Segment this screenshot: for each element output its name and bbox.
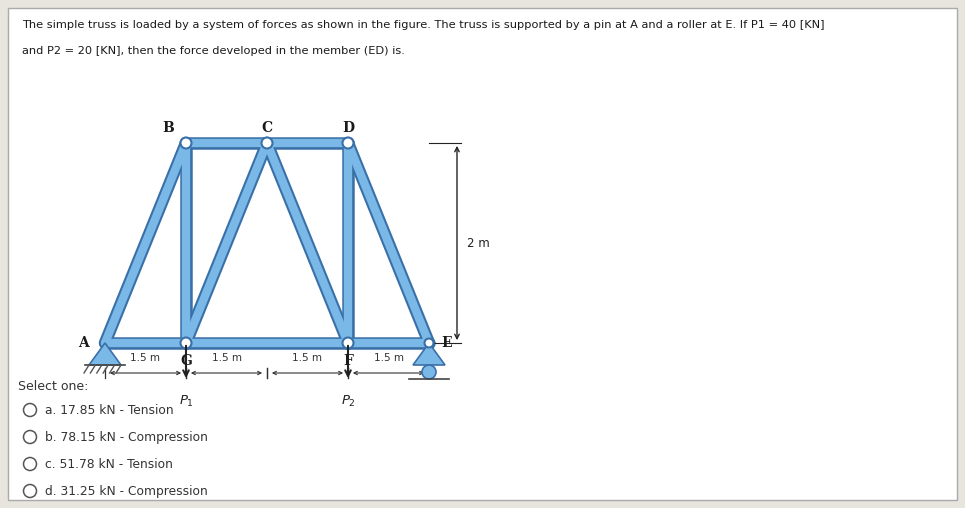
- Text: 1.5 m: 1.5 m: [211, 353, 241, 363]
- Circle shape: [425, 338, 433, 347]
- Text: $P_1$: $P_1$: [179, 394, 194, 409]
- Text: F: F: [344, 354, 353, 368]
- Text: C: C: [262, 121, 272, 135]
- Text: b. 78.15 kN - Compression: b. 78.15 kN - Compression: [45, 430, 207, 443]
- Text: $P_2$: $P_2$: [341, 394, 355, 409]
- Circle shape: [343, 138, 353, 148]
- Text: The simple truss is loaded by a system of forces as shown in the figure. The tru: The simple truss is loaded by a system o…: [22, 20, 824, 30]
- Text: 2 m: 2 m: [467, 237, 490, 249]
- Text: B: B: [162, 121, 174, 135]
- Circle shape: [343, 337, 353, 348]
- Circle shape: [422, 365, 436, 379]
- Text: d. 31.25 kN - Compression: d. 31.25 kN - Compression: [45, 485, 207, 497]
- Circle shape: [180, 138, 191, 148]
- FancyBboxPatch shape: [8, 8, 957, 500]
- Text: c. 51.78 kN - Tension: c. 51.78 kN - Tension: [45, 458, 173, 470]
- Text: Select one:: Select one:: [18, 380, 89, 393]
- Polygon shape: [89, 343, 121, 365]
- Text: E: E: [442, 336, 453, 350]
- Text: 1.5 m: 1.5 m: [292, 353, 322, 363]
- Text: G: G: [180, 354, 192, 368]
- Circle shape: [262, 138, 272, 148]
- Text: and P2 = 20 [KN], then the force developed in the member (ED) is.: and P2 = 20 [KN], then the force develop…: [22, 46, 405, 56]
- Text: a. 17.85 kN - Tension: a. 17.85 kN - Tension: [45, 403, 174, 417]
- Text: A: A: [77, 336, 89, 350]
- Text: D: D: [342, 121, 354, 135]
- Text: 1.5 m: 1.5 m: [373, 353, 403, 363]
- Polygon shape: [413, 343, 445, 365]
- Text: 1.5 m: 1.5 m: [130, 353, 160, 363]
- Circle shape: [180, 337, 191, 348]
